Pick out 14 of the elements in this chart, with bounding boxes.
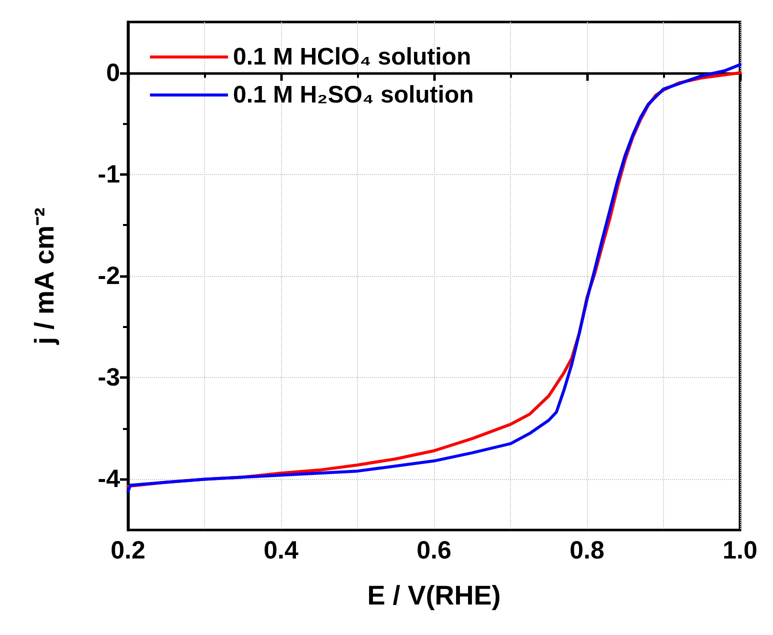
y-axis-title: j / mA cm⁻² [30,207,60,346]
y-tick-label: 0 [106,58,120,87]
legend-label: 0.1 M HClO₄ solution [233,44,472,70]
x-tick-label: 0.8 [570,536,604,564]
y-tick-label: -2 [98,262,120,290]
y-tick-label: -1 [98,160,120,188]
x-tick-label: 0.6 [416,536,452,564]
y-tick-label: -3 [98,364,120,392]
x-axis-title: E / V(RHE) [367,580,501,610]
y-tick-label: -4 [98,465,120,494]
x-tick-label: 0.4 [264,536,298,564]
legend-label: 0.1 M H₂SO₄ solution [233,82,474,108]
x-tick-label: 1.0 [722,536,758,564]
x-tick-label: 0.2 [110,536,146,564]
